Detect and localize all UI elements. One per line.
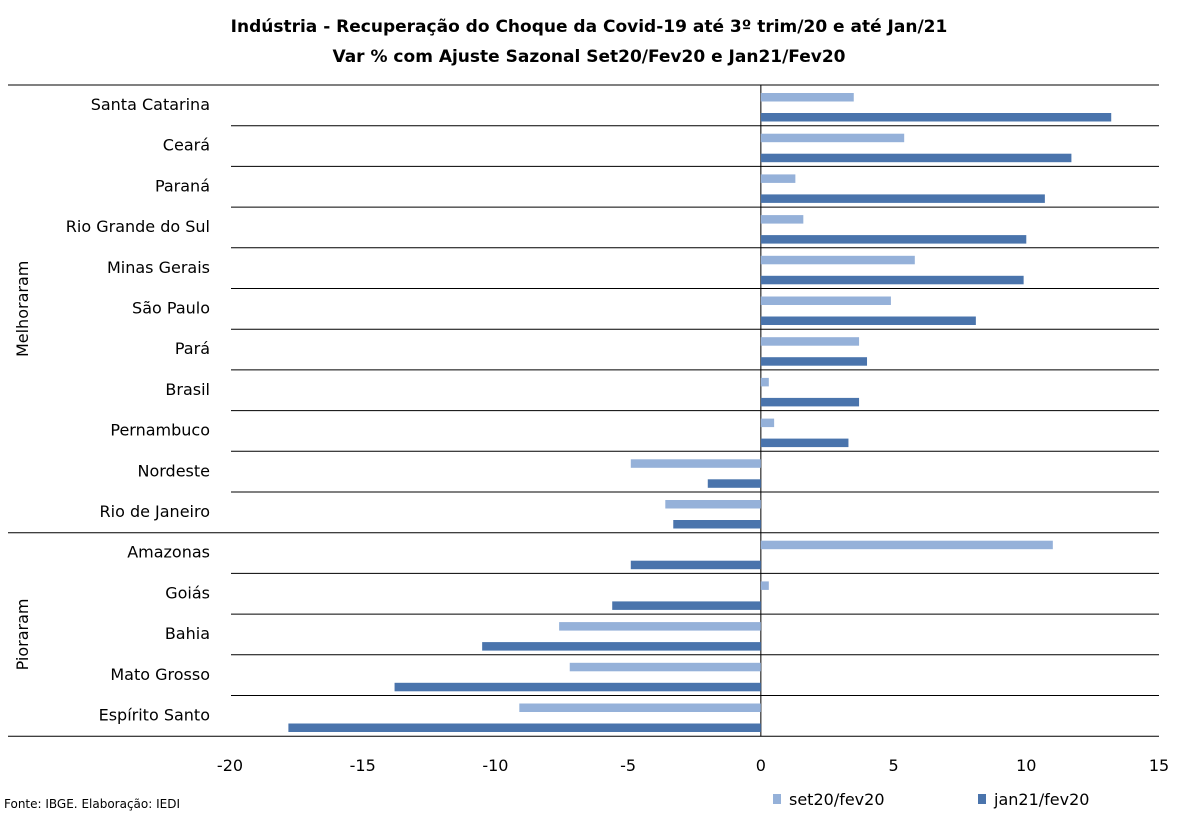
category-label: Goiás — [165, 583, 210, 602]
bar-set20-fev20 — [760, 418, 775, 428]
bar-jan21-fev20 — [760, 316, 976, 325]
bar-set20-fev20 — [760, 133, 905, 143]
group-label: Pioraram — [13, 599, 32, 671]
bar-jan21-fev20 — [288, 723, 761, 732]
bar-set20-fev20 — [569, 662, 761, 672]
grid-lines — [8, 84, 1159, 737]
category-label: Mato Grosso — [110, 665, 210, 684]
group-label: Melhoraram — [13, 261, 32, 357]
bar-jan21-fev20 — [760, 113, 1112, 122]
bar-set20-fev20 — [760, 174, 796, 183]
category-label: Espírito Santo — [99, 706, 210, 725]
x-tick-label: -10 — [482, 756, 508, 775]
category-label: Pará — [175, 339, 210, 358]
category-label: Bahia — [165, 624, 210, 643]
legend-swatch — [773, 794, 781, 804]
bar-jan21-fev20 — [760, 194, 1045, 203]
category-label: Pernambuco — [110, 421, 210, 440]
category-label: Nordeste — [137, 461, 210, 480]
category-labels: Santa Catarina Ceará Paraná Rio Grande do S… — [13, 95, 210, 725]
chart-subtitle: Var % com Ajuste Sazonal Set20/Fev20 e J… — [332, 47, 845, 67]
bar-set20-fev20 — [559, 622, 761, 631]
category-label: Santa Catarina — [91, 95, 210, 114]
x-axis-ticks: -20 -15 -10 -5 0 5 10 15 — [217, 756, 1169, 775]
bar-jan21-fev20 — [760, 235, 1027, 244]
category-label: Rio Grande do Sul — [66, 217, 210, 236]
bar-jan21-fev20 — [482, 642, 761, 651]
bar-jan21-fev20 — [612, 601, 761, 610]
bar-jan21-fev20 — [760, 438, 849, 448]
bar-set20-fev20 — [519, 703, 761, 712]
category-label: Brasil — [165, 380, 210, 399]
category-label: Amazonas — [127, 543, 210, 562]
bars — [288, 93, 1112, 732]
x-tick-label: 15 — [1149, 756, 1169, 775]
legend: set20/fev20 jan21/fev20 — [773, 790, 1089, 809]
x-tick-label: -5 — [620, 756, 636, 775]
legend-label: jan21/fev20 — [993, 790, 1089, 809]
x-tick-label: -20 — [217, 756, 243, 775]
x-tick-label: 0 — [756, 756, 766, 775]
bar-set20-fev20 — [760, 377, 769, 387]
x-tick-label: 5 — [888, 756, 898, 775]
source-note: Fonte: IBGE. Elaboração: IEDI — [4, 797, 180, 811]
x-tick-label: 10 — [1016, 756, 1036, 775]
x-tick-label: -15 — [350, 756, 376, 775]
legend-swatch — [978, 794, 986, 804]
bar-set20-fev20 — [760, 93, 854, 102]
category-label: Rio de Janeiro — [100, 502, 211, 521]
bar-set20-fev20 — [760, 581, 769, 590]
bar-set20-fev20 — [665, 500, 761, 509]
bar-jan21-fev20 — [673, 520, 761, 529]
category-label: Minas Gerais — [107, 258, 210, 277]
bar-jan21-fev20 — [760, 275, 1024, 285]
bar-jan21-fev20 — [394, 682, 761, 692]
bar-jan21-fev20 — [760, 397, 860, 407]
bar-set20-fev20 — [760, 255, 915, 265]
chart-title: Indústria - Recuperação do Choque da Cov… — [231, 17, 948, 37]
bar-set20-fev20 — [630, 459, 761, 468]
category-label: Ceará — [163, 136, 210, 155]
bar-set20-fev20 — [760, 296, 891, 305]
bar-set20-fev20 — [760, 215, 804, 224]
bar-jan21-fev20 — [760, 153, 1072, 163]
category-label: Paraná — [155, 176, 210, 195]
bar-jan21-fev20 — [707, 479, 761, 488]
legend-label: set20/fev20 — [789, 790, 885, 809]
bar-jan21-fev20 — [630, 560, 761, 570]
bar-jan21-fev20 — [760, 357, 868, 366]
bar-set20-fev20 — [760, 337, 860, 346]
bar-set20-fev20 — [760, 540, 1053, 550]
category-label: São Paulo — [132, 299, 210, 318]
